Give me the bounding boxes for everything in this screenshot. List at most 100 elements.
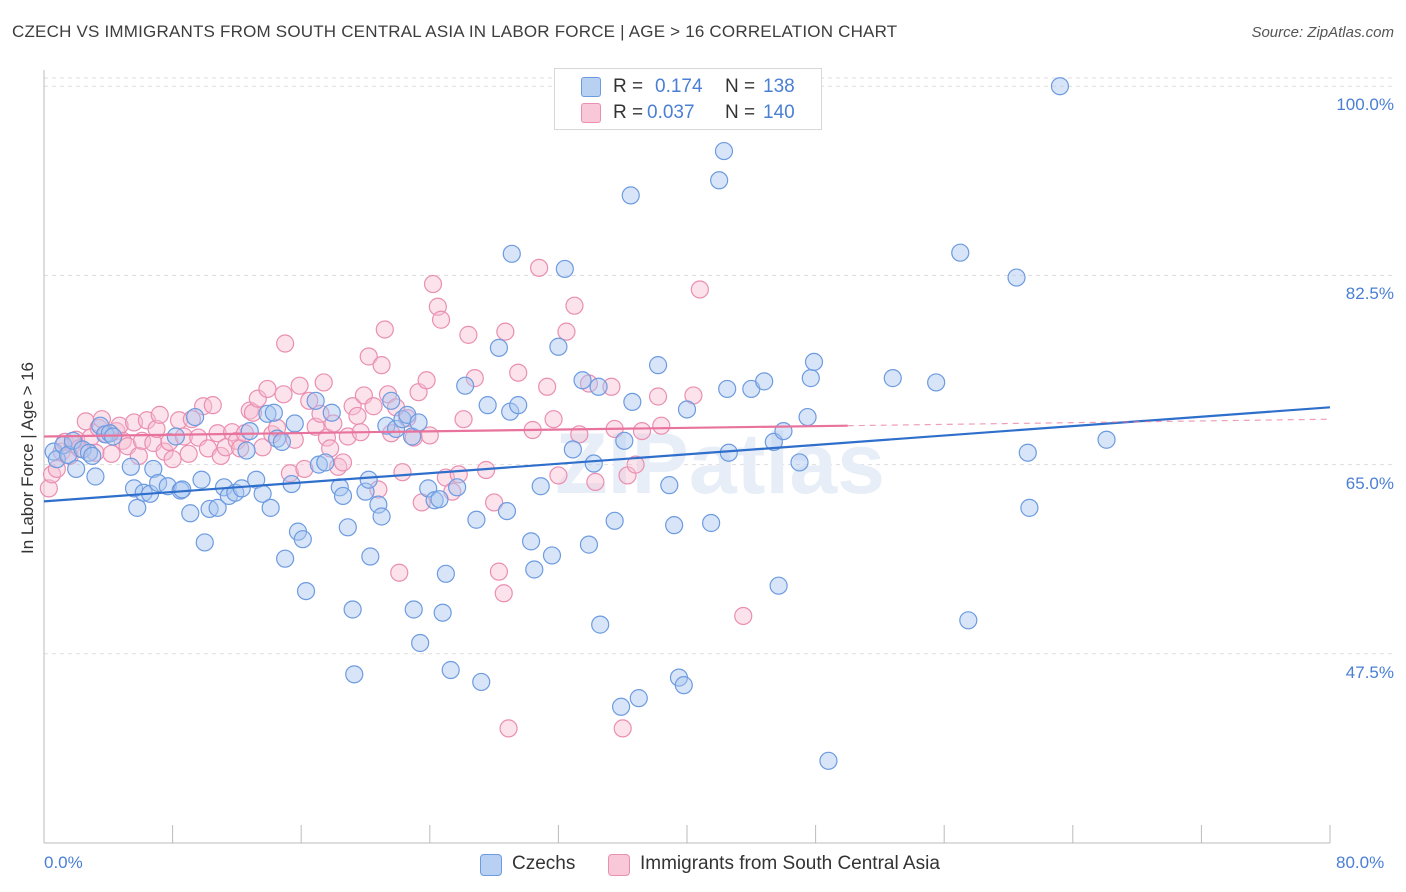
czechs-point: [674, 676, 693, 695]
czechs-point: [83, 446, 102, 466]
czechs-point: [316, 453, 335, 472]
immigrants-point: [549, 466, 568, 485]
n-value: 140: [763, 102, 795, 123]
correlation-stats-box: R = 0.174 N = 138 R = 0.037 N = 140: [554, 68, 822, 130]
czechs-point: [377, 416, 396, 435]
series-immigrants-points: [39, 258, 753, 738]
immigrants-point: [632, 421, 652, 441]
czechs-legend-swatch: [480, 854, 502, 876]
czechs-point: [951, 243, 970, 262]
immigrants-point: [544, 410, 563, 429]
czechs-point: [293, 530, 312, 549]
czechs-point: [467, 510, 486, 529]
czechs-point: [369, 495, 388, 514]
czechs-point: [356, 482, 375, 501]
immigrants-swatch: [581, 103, 601, 123]
immigrants-point: [314, 373, 333, 392]
immigrants-point: [538, 377, 557, 396]
czechs-trend-line: [43, 406, 1331, 503]
czechs-point: [181, 504, 200, 523]
immigrants-point: [47, 459, 66, 479]
gridlines: [44, 77, 1394, 655]
immigrants-point: [359, 347, 378, 366]
immigrants-point: [375, 320, 394, 339]
czechs-point: [579, 535, 599, 554]
czechs-point: [208, 498, 227, 517]
immigrants-point: [333, 453, 353, 472]
czechs-point: [121, 457, 140, 476]
czechs-point: [819, 751, 838, 770]
czechs-point: [1007, 268, 1026, 287]
czechs-point: [769, 576, 788, 595]
czechs-point: [591, 615, 610, 634]
immigrants-point: [267, 418, 287, 437]
czechs-point: [478, 396, 497, 415]
czechs-swatch: [581, 77, 601, 97]
czechs-point: [531, 477, 550, 496]
czechs-point: [589, 377, 608, 396]
immigrants-point: [690, 280, 709, 299]
czechs-point: [361, 547, 380, 566]
czechs-point: [774, 421, 793, 441]
immigrants-point: [295, 459, 314, 479]
czechs-point: [509, 396, 528, 415]
czechs-point: [333, 486, 353, 506]
immigrants-point: [626, 455, 645, 474]
immigrants-point: [454, 410, 473, 429]
czechs-point: [497, 501, 517, 521]
immigrants-point: [110, 416, 129, 435]
czechs-point: [91, 416, 110, 435]
czechs-point: [648, 356, 668, 375]
czechs-point: [718, 379, 737, 399]
y-axis-label: In Labor Force | Age > 16: [18, 361, 37, 555]
y-tick-label: 82.5%: [1345, 284, 1394, 304]
czechs-point: [258, 404, 277, 423]
czechs-point: [296, 581, 316, 601]
series-czechs-points: [44, 77, 1116, 770]
immigrants-point: [494, 584, 513, 603]
immigrants-point: [248, 389, 267, 408]
immigrants-point: [163, 450, 182, 469]
czechs-point: [555, 259, 574, 279]
czechs-point: [240, 421, 259, 441]
czechs-point: [100, 424, 120, 443]
immigrants-point: [586, 472, 605, 492]
trend-lines: [43, 406, 1331, 503]
r-label: R =: [613, 102, 644, 123]
r-value: 0.174: [655, 76, 703, 97]
immigrants-trend-line: [43, 424, 848, 438]
czechs-point: [264, 403, 283, 422]
immigrants-point: [211, 446, 230, 466]
czechs-point: [382, 391, 401, 410]
czechs-point: [702, 513, 721, 533]
immigrants-trend-extension: [847, 418, 1331, 427]
czechs-point: [436, 564, 455, 583]
czechs-point: [276, 549, 295, 568]
czechs-point: [237, 441, 256, 460]
stats-row-czechs: R = 0.174 N = 138: [555, 74, 821, 100]
czechs-point: [441, 660, 460, 680]
czechs-point: [343, 600, 362, 619]
czechs-point: [621, 186, 640, 205]
n-value: 138: [763, 76, 795, 97]
czechs-point: [186, 407, 205, 427]
czechs-point: [714, 141, 734, 161]
czechs-point: [710, 171, 729, 190]
immigrants-point: [652, 416, 671, 435]
n-label: N =: [725, 76, 756, 97]
czechs-point: [790, 453, 809, 472]
czechs-point: [927, 373, 946, 392]
n-label: N =: [725, 102, 756, 123]
czechs-point: [1050, 77, 1070, 96]
czechs-point: [306, 391, 325, 410]
czechs-point: [386, 419, 406, 439]
czechs-point: [605, 511, 624, 530]
czechs-point: [433, 603, 452, 622]
y-tick-label: 47.5%: [1345, 662, 1394, 682]
immigrants-point: [150, 405, 169, 424]
czechs-point: [584, 454, 603, 473]
watermark: ZIPatlas: [555, 416, 885, 512]
czechs-point: [192, 470, 211, 489]
czechs-point: [502, 244, 521, 263]
czechs-point: [755, 372, 774, 391]
